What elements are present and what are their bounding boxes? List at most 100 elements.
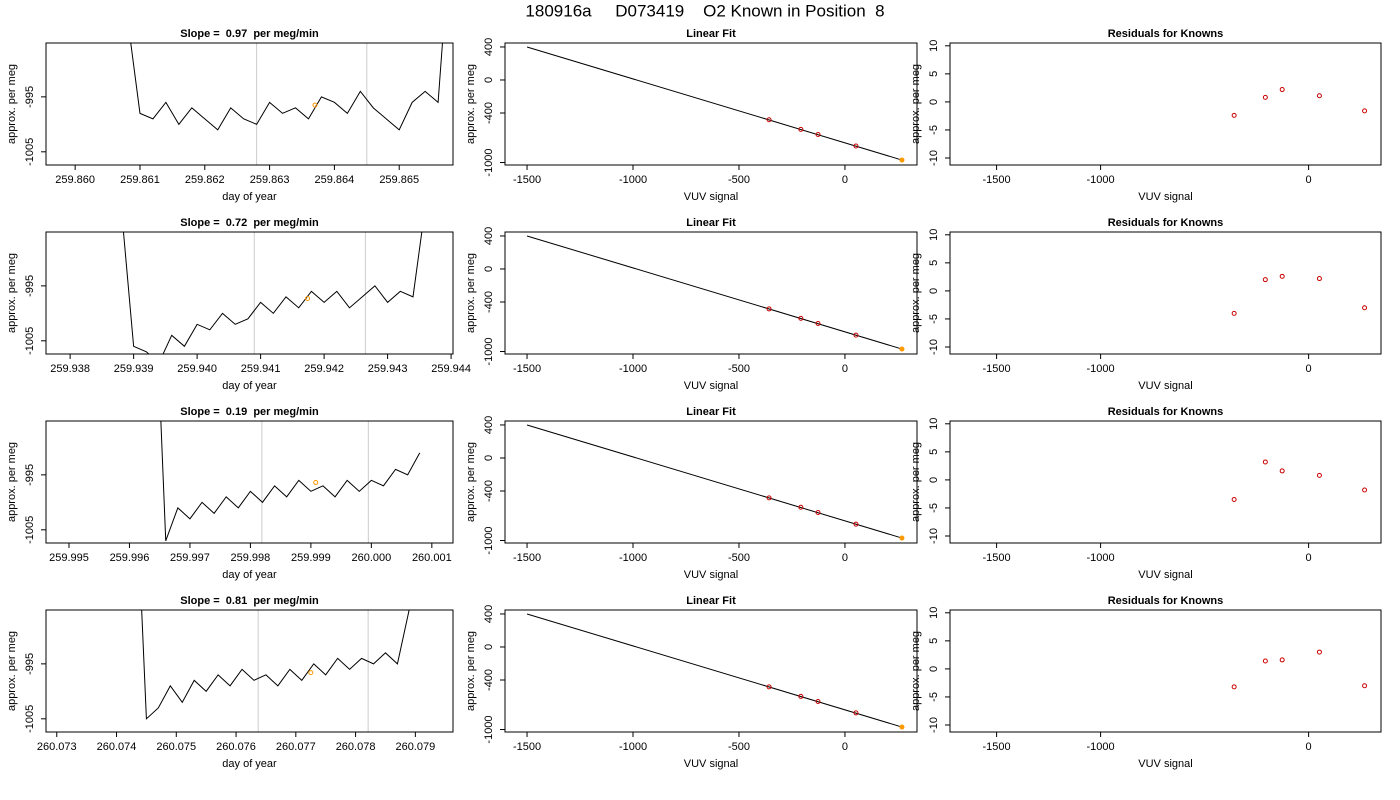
- marker-point: [308, 670, 314, 676]
- x-tick-label: -1500: [983, 741, 1011, 753]
- fit-line: [526, 613, 903, 728]
- data-point: [798, 504, 804, 510]
- data-point: [1262, 94, 1268, 100]
- y-tick-label: -10: [928, 717, 940, 733]
- panel: Residuals for Knowns VUV signal approx. pe…: [910, 217, 1382, 392]
- data-point: [815, 510, 821, 516]
- y-tick-label: -10: [928, 528, 940, 544]
- panel-title: Slope = 0.72 per meg/min: [180, 217, 319, 229]
- plot-frame: [949, 231, 1382, 355]
- x-axis-label: VUV signal: [1138, 569, 1192, 581]
- x-axis-label: VUV signal: [684, 191, 738, 203]
- panel: Linear Fit VUV signal approx. per meg -1500…: [465, 595, 918, 770]
- marker-point: [305, 295, 311, 301]
- data-point: [853, 710, 859, 716]
- data-point: [1316, 649, 1322, 655]
- y-axis-label: approx. per meg: [465, 442, 477, 522]
- data-point: [1362, 487, 1368, 493]
- y-tick-label: 10: [928, 607, 940, 619]
- x-tick-label: 0: [1306, 552, 1312, 564]
- x-tick-label: -1000: [1087, 552, 1115, 564]
- x-tick-label: 259.999: [291, 552, 331, 564]
- plot-area: [1231, 649, 1368, 690]
- x-tick-label: 260.078: [336, 741, 376, 753]
- y-axis-label: approx. per meg: [6, 631, 18, 711]
- x-tick-label: 259.940: [177, 363, 217, 375]
- plot-frame: [45, 420, 454, 544]
- plot-frame: [949, 609, 1382, 733]
- x-axis-label: VUV signal: [1138, 758, 1192, 770]
- data-point: [1362, 108, 1368, 114]
- plot-area: [526, 424, 905, 541]
- y-tick-label: 5: [928, 638, 940, 644]
- x-tick-label: -1500: [513, 552, 541, 564]
- y-tick-label: 0: [928, 99, 940, 105]
- x-tick-label: 259.938: [50, 363, 90, 375]
- data-point: [853, 143, 859, 149]
- plot-area: [122, 232, 423, 354]
- x-tick-label: 259.997: [170, 552, 210, 564]
- x-tick-label: 260.073: [37, 741, 77, 753]
- x-tick-label: -1500: [983, 174, 1011, 186]
- panel-title: Linear Fit: [686, 217, 736, 229]
- data-point: [1262, 459, 1268, 465]
- x-tick-label: -1000: [1087, 363, 1115, 375]
- panel-title: Linear Fit: [686, 28, 736, 40]
- x-tick-label: -1500: [513, 741, 541, 753]
- y-tick-label: -1000: [483, 148, 495, 176]
- y-tick-label: -995: [24, 653, 36, 675]
- x-tick-label: 259.862: [185, 174, 225, 186]
- plot-frame: [45, 42, 454, 166]
- data-point: [815, 132, 821, 138]
- panel-title: Slope = 0.19 per meg/min: [180, 406, 319, 418]
- x-tick-label: 0: [1306, 741, 1312, 753]
- data-point: [1316, 472, 1322, 478]
- y-tick-label: 0: [928, 666, 940, 672]
- marker-point: [313, 480, 319, 486]
- panel-title: Residuals for Knowns: [1108, 28, 1224, 40]
- plot-area: [160, 421, 421, 543]
- y-tick-label: -400: [483, 291, 495, 313]
- data-point: [853, 521, 859, 527]
- figure-title: 180916a D073419 O2 Known in Position 8: [525, 1, 884, 20]
- plot-area: [526, 613, 905, 730]
- data-point: [1279, 657, 1285, 663]
- x-axis-label: VUV signal: [1138, 191, 1192, 203]
- y-tick-label: 5: [928, 449, 940, 455]
- y-tick-label: -5: [928, 692, 940, 702]
- y-tick-label: -5: [928, 125, 940, 135]
- y-tick-label: 5: [928, 71, 940, 77]
- data-point: [766, 495, 772, 501]
- x-tick-label: -1500: [983, 552, 1011, 564]
- x-axis-label: VUV signal: [684, 758, 738, 770]
- y-tick-label: 10: [928, 229, 940, 241]
- x-tick-label: 0: [842, 363, 848, 375]
- y-tick-label: -10: [928, 150, 940, 166]
- panel: Linear Fit VUV signal approx. per meg -1500…: [465, 28, 918, 203]
- panel: Residuals for Knowns VUV signal approx. pe…: [910, 406, 1382, 581]
- x-axis-label: VUV signal: [684, 380, 738, 392]
- y-tick-label: -400: [483, 669, 495, 691]
- plot-frame: [949, 420, 1382, 544]
- panel: Slope = 0.72 per meg/min day of year appro…: [6, 217, 471, 392]
- y-tick-label: 0: [483, 266, 495, 272]
- data-point: [1262, 658, 1268, 664]
- x-tick-label: 0: [1306, 174, 1312, 186]
- x-axis-label: day of year: [222, 380, 277, 392]
- y-tick-label: -10: [928, 339, 940, 355]
- y-tick-label: -400: [483, 102, 495, 124]
- x-tick-label: -1000: [619, 363, 647, 375]
- y-tick-label: 5: [928, 260, 940, 266]
- x-tick-label: 259.998: [231, 552, 271, 564]
- x-tick-label: -1000: [619, 174, 647, 186]
- x-tick-label: 259.865: [379, 174, 419, 186]
- x-tick-label: -500: [728, 174, 750, 186]
- y-tick-label: -1005: [24, 516, 36, 544]
- panel-title: Linear Fit: [686, 406, 736, 418]
- x-tick-label: 260.077: [276, 741, 316, 753]
- x-tick-label: 259.942: [304, 363, 344, 375]
- x-tick-label: -1000: [1087, 741, 1115, 753]
- fit-line: [526, 46, 903, 161]
- data-point: [766, 306, 772, 312]
